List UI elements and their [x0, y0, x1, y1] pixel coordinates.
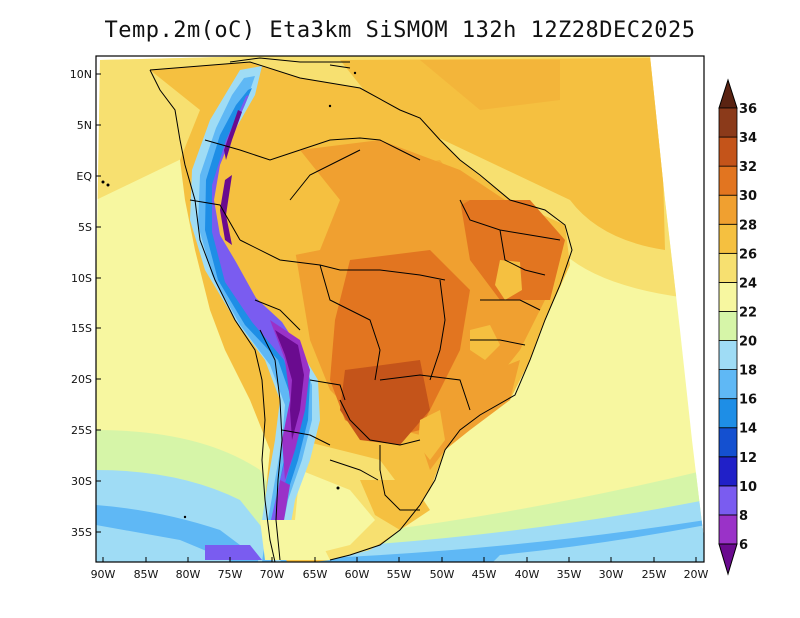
lon-label-60w: 60W — [345, 568, 370, 581]
lat-label-eq: EQ — [76, 170, 92, 183]
colorbar-label-22: 22 — [739, 306, 757, 321]
colorbar-segment — [718, 369, 738, 400]
lat-label-5s: 5S — [78, 221, 92, 234]
lat-label-10s: 10S — [71, 272, 92, 285]
colorbar-segment — [718, 223, 738, 254]
colorbar-arrow-bottom — [718, 543, 738, 576]
colorbar-label-36: 36 — [739, 102, 757, 117]
colorbar: 6 8 10 12 14 16 18 20 22 24 26 28 30 32 … — [718, 78, 757, 576]
colorbar-label-16: 16 — [739, 393, 757, 408]
lon-label-85w: 85W — [134, 568, 159, 581]
coastline-boundaries — [149, 57, 573, 562]
lat-label-5n: 5N — [77, 119, 92, 132]
latitude-ticks — [96, 73, 101, 533]
lat-label-20s: 20S — [71, 373, 92, 386]
lon-label-70w: 70W — [260, 568, 285, 581]
lon-label-20w: 20W — [684, 568, 709, 581]
lat-label-30s: 30S — [71, 475, 92, 488]
colorbar-label-24: 24 — [739, 276, 757, 291]
colorbar-segment — [718, 136, 738, 167]
colorbar-label-14: 14 — [739, 422, 757, 437]
colorbar-segment — [718, 398, 738, 429]
lon-label-30w: 30W — [599, 568, 624, 581]
colorbar-label-18: 18 — [739, 364, 757, 379]
colorbar-label-28: 28 — [739, 218, 757, 233]
colorbar-label-32: 32 — [739, 160, 757, 175]
lon-label-40w: 40W — [515, 568, 540, 581]
colorbar-label-34: 34 — [739, 131, 757, 146]
temperature-field — [96, 56, 704, 562]
lat-label-25s: 25S — [71, 424, 92, 437]
map-title: Temp.2m(oC) Eta3km SiSMOM 132h 12Z28DEC2… — [104, 18, 696, 43]
lat-label-15s: 15S — [71, 322, 92, 335]
colorbar-segment — [718, 252, 738, 283]
map-frame — [95, 55, 705, 563]
colorbar-segment — [718, 107, 738, 138]
colorbar-segments — [718, 107, 738, 545]
lon-label-45w: 45W — [472, 568, 497, 581]
colorbar-labels: 6 8 10 12 14 16 18 20 22 24 26 28 30 32 … — [739, 102, 757, 553]
colorbar-segment — [718, 485, 738, 516]
lon-label-25w: 25W — [642, 568, 667, 581]
colorbar-label-12: 12 — [739, 451, 757, 466]
colorbar-segment — [718, 340, 738, 370]
colorbar-label-6: 6 — [739, 538, 748, 553]
lat-label-10n: 10N — [70, 68, 92, 81]
colorbar-segment — [718, 311, 738, 341]
lon-label-75w: 75W — [218, 568, 243, 581]
colorbar-segment — [718, 427, 738, 458]
colorbar-segment — [718, 165, 738, 196]
lon-label-55w: 55W — [387, 568, 412, 581]
colorbar-segment — [718, 281, 738, 312]
lon-label-90w: 90W — [91, 568, 116, 581]
lon-label-35w: 35W — [557, 568, 582, 581]
colorbar-segment — [718, 514, 738, 545]
lon-label-80w: 80W — [176, 568, 201, 581]
colorbar-label-8: 8 — [739, 509, 748, 524]
colorbar-arrow-top — [718, 78, 738, 109]
lon-label-65w: 65W — [303, 568, 328, 581]
longitude-ticks — [102, 557, 697, 562]
colorbar-segment — [718, 456, 738, 487]
colorbar-label-10: 10 — [739, 480, 757, 495]
colorbar-segment — [718, 194, 738, 225]
colorbar-label-30: 30 — [739, 189, 757, 204]
colorbar-label-20: 20 — [739, 335, 757, 350]
longitude-labels: 90W 85W 80W 75W 70W 65W 60W 55W 50W 45W … — [91, 568, 709, 581]
island-markers — [101, 71, 357, 519]
colorbar-label-26: 26 — [739, 247, 757, 262]
lon-label-50w: 50W — [430, 568, 455, 581]
lat-label-35s: 35S — [71, 526, 92, 539]
latitude-labels: 10N 5N EQ 5S 10S 15S 20S 25S 30S 35S — [70, 68, 93, 539]
